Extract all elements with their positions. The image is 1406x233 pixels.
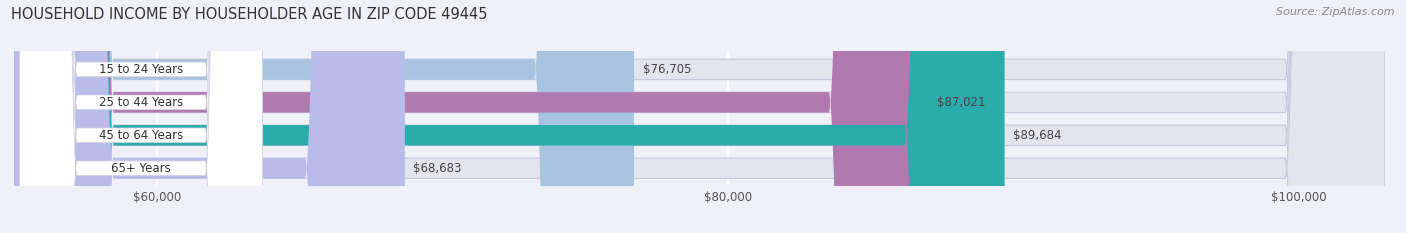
FancyBboxPatch shape <box>14 0 634 233</box>
FancyBboxPatch shape <box>20 0 263 233</box>
FancyBboxPatch shape <box>14 0 1385 233</box>
FancyBboxPatch shape <box>14 0 1385 233</box>
Text: 25 to 44 Years: 25 to 44 Years <box>98 96 183 109</box>
FancyBboxPatch shape <box>14 0 1385 233</box>
Text: Source: ZipAtlas.com: Source: ZipAtlas.com <box>1277 7 1395 17</box>
Text: $68,683: $68,683 <box>413 162 461 175</box>
Text: $76,705: $76,705 <box>643 63 690 76</box>
Text: 65+ Years: 65+ Years <box>111 162 172 175</box>
FancyBboxPatch shape <box>20 0 263 233</box>
Text: 15 to 24 Years: 15 to 24 Years <box>98 63 183 76</box>
FancyBboxPatch shape <box>14 0 1385 233</box>
Text: $89,684: $89,684 <box>1014 129 1062 142</box>
FancyBboxPatch shape <box>14 0 1005 233</box>
Text: $87,021: $87,021 <box>938 96 986 109</box>
FancyBboxPatch shape <box>14 0 405 233</box>
FancyBboxPatch shape <box>20 0 263 233</box>
Text: HOUSEHOLD INCOME BY HOUSEHOLDER AGE IN ZIP CODE 49445: HOUSEHOLD INCOME BY HOUSEHOLDER AGE IN Z… <box>11 7 488 22</box>
Text: 45 to 64 Years: 45 to 64 Years <box>98 129 183 142</box>
FancyBboxPatch shape <box>20 0 263 233</box>
FancyBboxPatch shape <box>14 0 928 233</box>
